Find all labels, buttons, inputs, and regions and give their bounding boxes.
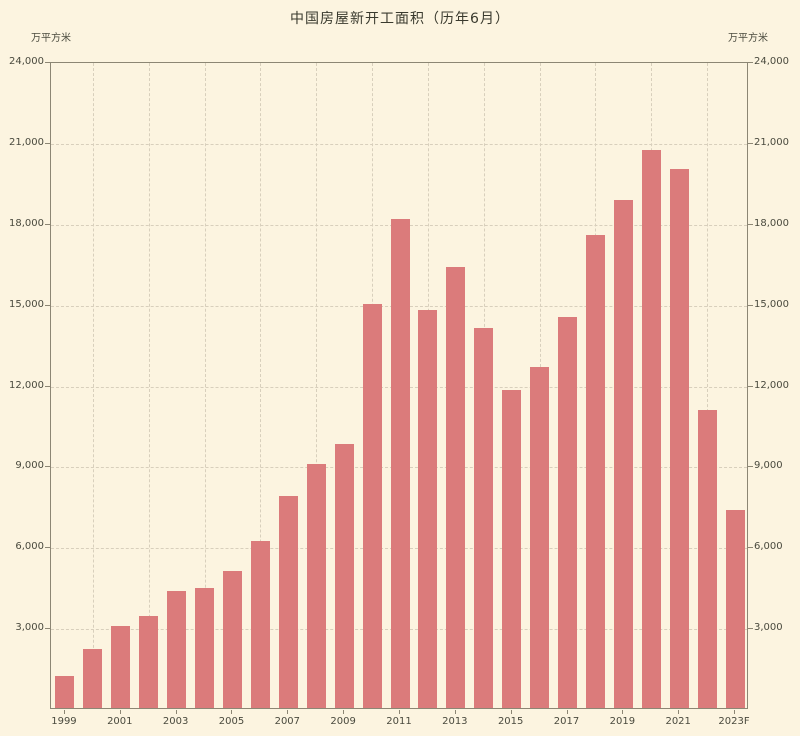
x-axis-label: 2009 [330, 716, 356, 727]
y-axis-label-right: 6,000 [754, 541, 783, 553]
bar-2022 [697, 410, 717, 708]
bar-2005 [222, 570, 242, 708]
y-axis-label-left: 9,000 [15, 460, 44, 472]
bar-2014 [474, 327, 494, 708]
bar-2006 [250, 540, 270, 708]
x-axis-label: 2011 [386, 716, 412, 727]
x-tick [510, 710, 512, 714]
y-axis-label-left: 3,000 [15, 622, 44, 634]
bar-2018 [585, 234, 605, 708]
bar-2001 [111, 625, 131, 708]
x-tick [454, 710, 456, 714]
y-tick-right [748, 223, 753, 225]
x-axis-label: 2019 [609, 716, 636, 727]
x-axis-label: 2005 [218, 716, 245, 727]
y-tick-right [748, 547, 753, 549]
y-axis-label-right: 3,000 [754, 622, 783, 634]
x-axis-label: 2001 [107, 716, 133, 727]
x-tick [175, 710, 177, 714]
y-axis-label-left: 6,000 [15, 541, 44, 553]
plot-area [50, 62, 748, 709]
bar-2010 [362, 303, 382, 708]
v-gridline [316, 63, 318, 708]
bar-2004 [195, 588, 215, 708]
x-axis-label: 2007 [274, 716, 301, 727]
bar-2015 [502, 389, 522, 708]
x-axis-label: 2003 [162, 716, 189, 727]
bar-2013 [446, 267, 466, 708]
y-tick-left [45, 62, 50, 63]
x-tick [287, 710, 289, 714]
bar-2023F [725, 509, 745, 708]
bar-2007 [278, 496, 298, 708]
v-gridline [260, 63, 262, 708]
bar-2000 [83, 648, 103, 708]
y-tick-right [748, 628, 753, 630]
v-gridline [707, 63, 709, 708]
chart-title: 中国房屋新开工面积（历年6月） [290, 11, 510, 27]
y-tick-left [45, 304, 50, 306]
y-axis-label-right: 18,000 [754, 217, 789, 229]
x-tick [343, 710, 345, 714]
y-tick-right [748, 62, 753, 63]
y-axis-label-right: 24,000 [754, 56, 789, 67]
y-axis-label-left: 12,000 [9, 379, 44, 391]
y-tick-left [45, 547, 50, 549]
v-gridline [92, 63, 94, 708]
y-tick-right [748, 385, 753, 387]
bar-2011 [390, 218, 410, 708]
bar-2008 [306, 464, 326, 708]
y-tick-left [45, 223, 50, 225]
y-tick-left [45, 466, 50, 468]
y-axis-label-right: 15,000 [754, 298, 789, 310]
x-axis-label: 2017 [553, 716, 580, 727]
bar-2003 [167, 590, 187, 708]
bar-1999 [55, 675, 75, 708]
x-tick [678, 710, 680, 714]
y-axis-unit-right: 万平方米 [728, 33, 768, 44]
y-axis-label-left: 21,000 [9, 136, 44, 148]
bar-2012 [418, 310, 438, 708]
y-axis-label-left: 24,000 [9, 56, 44, 67]
y-tick-right [748, 304, 753, 306]
x-axis-label: 2021 [665, 716, 691, 727]
x-axis-label: 2015 [497, 716, 524, 727]
v-gridline [204, 63, 206, 708]
y-axis-label-left: 18,000 [9, 217, 44, 229]
x-axis-label: 2023F [718, 716, 750, 727]
h-gridline [51, 143, 747, 145]
x-tick [566, 710, 568, 714]
x-axis-label: 2013 [442, 716, 468, 727]
x-tick [119, 710, 121, 714]
x-tick [734, 710, 736, 714]
bar-2020 [641, 149, 661, 708]
x-axis-label: 1999 [51, 716, 77, 727]
bar-2019 [613, 199, 633, 708]
x-tick [399, 710, 400, 714]
y-axis-label-right: 12,000 [754, 379, 789, 391]
y-tick-left [45, 385, 50, 387]
x-tick [622, 710, 624, 714]
bar-2016 [530, 366, 550, 708]
y-axis-label-left: 15,000 [9, 298, 44, 310]
y-tick-left [45, 628, 50, 630]
y-axis-label-right: 9,000 [754, 460, 783, 472]
y-axis-label-right: 21,000 [754, 136, 789, 148]
bar-2009 [334, 443, 354, 708]
y-tick-left [45, 142, 50, 144]
x-tick [63, 710, 65, 714]
bar-2002 [139, 616, 159, 708]
y-axis-unit-left: 万平方米 [31, 33, 71, 44]
v-gridline [148, 63, 150, 708]
y-tick-right [748, 142, 753, 144]
y-tick-right [748, 466, 753, 468]
bar-2017 [558, 317, 578, 708]
bar-2021 [669, 168, 689, 708]
x-tick [231, 710, 233, 714]
